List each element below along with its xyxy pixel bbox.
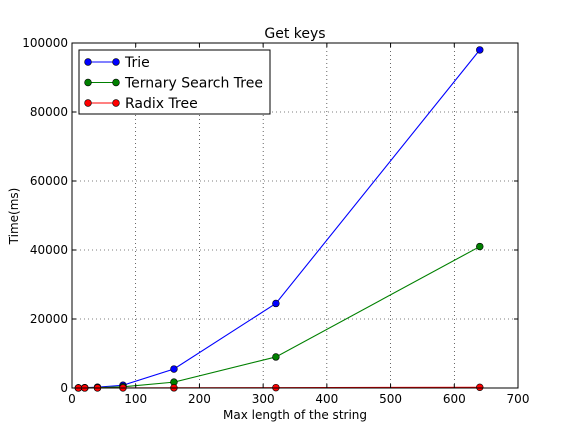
legend-label: Radix Tree [125, 96, 198, 112]
y-tick-label: 20000 [30, 312, 68, 326]
x-tick-label: 200 [188, 392, 211, 406]
x-tick-label: 600 [443, 392, 466, 406]
plot-area [71, 42, 519, 389]
x-tick-label: 700 [507, 392, 530, 406]
x-tick-label: 400 [315, 392, 338, 406]
legend-marker [112, 58, 120, 66]
x-tick-label: 500 [379, 392, 402, 406]
x-tick-label: 100 [124, 392, 147, 406]
x-axis-label: Max length of the string [223, 408, 367, 422]
data-point [476, 242, 484, 251]
axis-ticks: 0 100 200 300 400 500 600 700 0 20000 40000 60000 80… [22, 36, 529, 406]
series-line [78, 246, 481, 389]
grid [72, 43, 518, 388]
y-tick-label: 100000 [22, 36, 68, 50]
y-tick-label: 80000 [30, 105, 68, 119]
data-point [476, 46, 484, 54]
data-point [272, 299, 280, 308]
chart-title: Get keys [264, 26, 325, 42]
legend-marker [84, 99, 92, 107]
data-point [170, 365, 178, 373]
series [74, 242, 484, 392]
y-tick-label: 40000 [30, 243, 68, 257]
legend-label: Ternary Search Tree [124, 76, 263, 92]
legend-marker [84, 58, 92, 66]
x-tick-label: 300 [252, 392, 275, 406]
y-axis-label: Time(ms) [7, 188, 21, 246]
legend-marker [112, 99, 120, 107]
legend-label: Trie [124, 55, 150, 71]
legend-marker [84, 78, 92, 87]
y-tick-label: 60000 [30, 174, 68, 188]
legend-marker [112, 78, 120, 87]
data-point [272, 353, 280, 361]
data-point [476, 383, 484, 392]
y-tick-label: 0 [60, 381, 68, 395]
legend: Trie Ternary Search Tree Radix Tree [78, 49, 271, 115]
x-tick-label: 0 [68, 392, 76, 406]
